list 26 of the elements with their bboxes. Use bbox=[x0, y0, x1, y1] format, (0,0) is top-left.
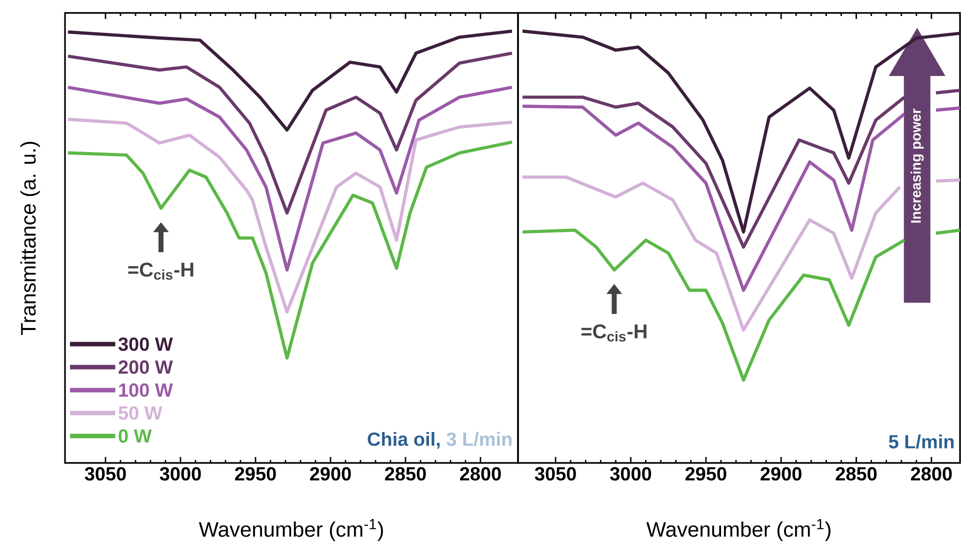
x-axis-title: Wavenumber (cm$^{-1}$) bbox=[198, 519, 383, 542]
x-tick-label: 2900 bbox=[310, 467, 351, 481]
x-tick-label: 2800 bbox=[910, 467, 952, 481]
annotation: 3 L/min bbox=[446, 432, 512, 446]
legend-label: 50 W bbox=[118, 406, 162, 420]
x-tick-label: 2950 bbox=[235, 467, 276, 481]
legend-label: 100 W bbox=[119, 383, 173, 397]
x-tick-label: 3050 bbox=[84, 467, 126, 481]
annotation: 5 L/min bbox=[888, 434, 954, 449]
annotation: =C$_{cis}$-H bbox=[128, 262, 194, 280]
x-tick-label: 2800 bbox=[460, 467, 501, 481]
annotation: Increasing power bbox=[910, 108, 924, 223]
legend-label: 300 W bbox=[118, 337, 173, 351]
x-tick-label: 2850 bbox=[836, 467, 877, 481]
annotation: =C$_{cis}$-H bbox=[581, 324, 646, 342]
x-tick-label: 2900 bbox=[760, 467, 802, 481]
x-tick-label: 2850 bbox=[385, 467, 426, 481]
y-axis-title: Transmittance (a. u.) bbox=[20, 142, 40, 335]
legend-label: 0 W bbox=[118, 429, 152, 443]
annotation: Chia oil, bbox=[368, 432, 440, 449]
x-tick-label: 3050 bbox=[534, 467, 576, 481]
x-axis-title: Wavenumber (cm$^{-1}$) bbox=[646, 519, 830, 542]
x-tick-label: 3000 bbox=[160, 467, 201, 481]
x-tick-label: 3000 bbox=[610, 467, 652, 481]
x-tick-label: 2950 bbox=[685, 467, 726, 481]
legend-label: 200 W bbox=[118, 360, 173, 374]
